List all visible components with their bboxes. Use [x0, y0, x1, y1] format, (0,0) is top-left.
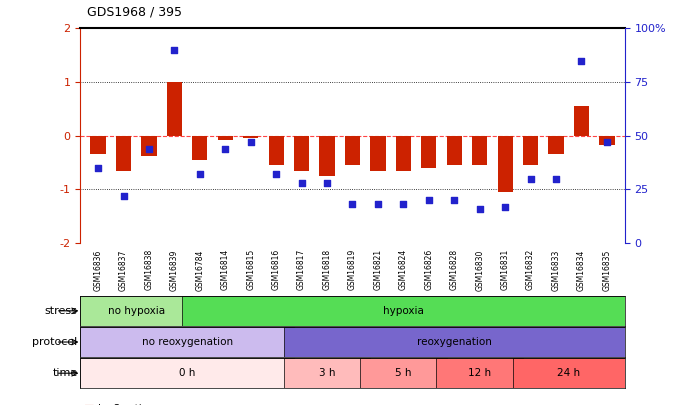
Point	[525, 175, 536, 182]
Text: 24 h: 24 h	[557, 368, 580, 378]
Point	[169, 47, 180, 53]
Text: 0 h: 0 h	[179, 368, 195, 378]
Bar	[284, 358, 371, 388]
Point	[93, 164, 104, 171]
Bar	[574, 106, 589, 136]
Point	[474, 205, 485, 212]
Point	[601, 139, 612, 145]
Point	[296, 180, 307, 186]
Bar	[421, 136, 436, 168]
Bar	[218, 136, 233, 140]
Bar	[167, 82, 182, 136]
Bar	[192, 136, 207, 160]
Point	[551, 175, 562, 182]
Text: log2 ratio: log2 ratio	[98, 404, 148, 405]
Text: time: time	[52, 368, 77, 378]
Bar	[600, 136, 614, 145]
Bar	[498, 136, 513, 192]
Point	[194, 171, 205, 177]
Point	[372, 201, 383, 208]
Bar	[294, 136, 309, 171]
Bar	[80, 358, 294, 388]
Text: reoxygenation: reoxygenation	[417, 337, 491, 347]
Bar	[447, 136, 462, 165]
Bar	[80, 296, 192, 326]
Point	[576, 58, 587, 64]
Point	[449, 197, 460, 203]
Bar	[360, 358, 447, 388]
Bar	[182, 296, 625, 326]
Point	[271, 171, 282, 177]
Bar	[269, 136, 284, 165]
Text: GDS1968 / 395: GDS1968 / 395	[87, 5, 182, 18]
Bar	[284, 327, 625, 357]
Bar	[549, 136, 564, 154]
Text: ■: ■	[84, 404, 94, 405]
Bar	[396, 136, 411, 171]
Bar	[320, 136, 334, 176]
Point	[322, 180, 333, 186]
Point	[220, 145, 231, 152]
Point	[500, 203, 511, 210]
Text: 12 h: 12 h	[468, 368, 491, 378]
Bar	[472, 136, 487, 165]
Bar	[141, 136, 156, 156]
Point	[347, 201, 358, 208]
Bar	[436, 358, 523, 388]
Bar	[523, 136, 538, 165]
Bar	[91, 136, 105, 154]
Text: 5 h: 5 h	[395, 368, 412, 378]
Text: stress: stress	[45, 306, 77, 316]
Bar	[371, 136, 385, 171]
Point	[118, 192, 129, 199]
Text: no reoxygenation: no reoxygenation	[142, 337, 232, 347]
Text: no hypoxia: no hypoxia	[107, 306, 165, 316]
Point	[398, 201, 409, 208]
Text: hypoxia: hypoxia	[383, 306, 424, 316]
Bar	[116, 136, 131, 171]
Point	[423, 197, 434, 203]
Bar	[345, 136, 360, 165]
Point	[143, 145, 154, 152]
Point	[245, 139, 256, 145]
Bar	[513, 358, 625, 388]
Text: 3 h: 3 h	[319, 368, 335, 378]
Text: protocol: protocol	[32, 337, 77, 347]
Bar	[80, 327, 294, 357]
Bar	[243, 136, 258, 139]
